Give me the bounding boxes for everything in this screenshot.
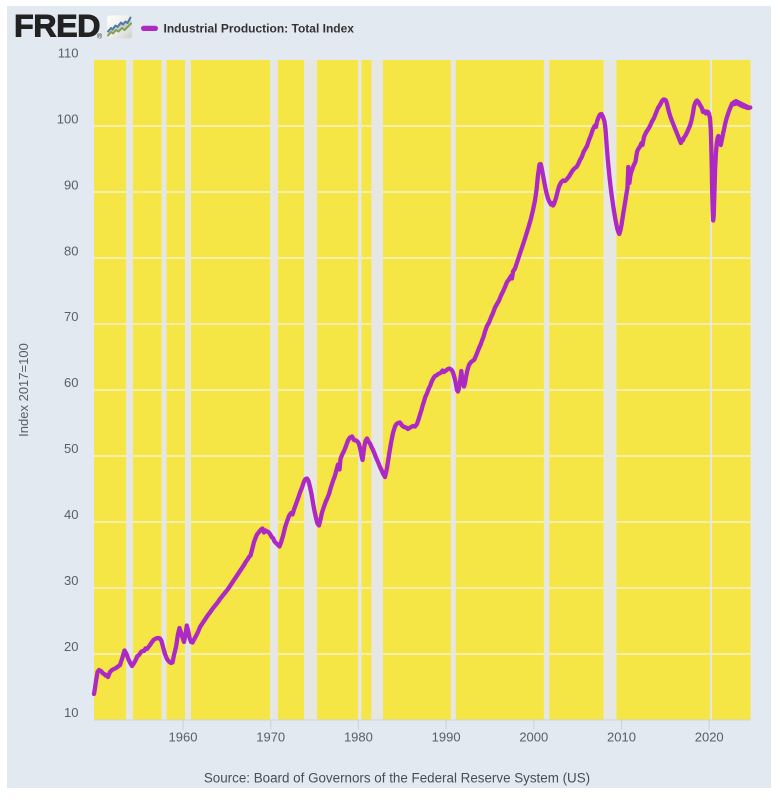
svg-text:30: 30 bbox=[64, 573, 78, 588]
svg-text:Source: Board of Governors of: Source: Board of Governors of the Federa… bbox=[204, 771, 590, 786]
svg-text:70: 70 bbox=[64, 309, 78, 324]
svg-text:80: 80 bbox=[64, 243, 78, 258]
svg-text:20: 20 bbox=[64, 639, 78, 654]
svg-text:2020: 2020 bbox=[695, 730, 724, 745]
svg-text:90: 90 bbox=[64, 177, 78, 192]
svg-text:Index 2017=100: Index 2017=100 bbox=[16, 343, 31, 437]
svg-text:60: 60 bbox=[64, 375, 78, 390]
svg-text:Industrial Production: Total I: Industrial Production: Total Index bbox=[164, 22, 355, 36]
svg-text:1960: 1960 bbox=[169, 730, 198, 745]
svg-text:1970: 1970 bbox=[256, 730, 285, 745]
svg-text:100: 100 bbox=[57, 111, 79, 126]
svg-text:2000: 2000 bbox=[519, 730, 548, 745]
svg-text:110: 110 bbox=[58, 45, 79, 60]
svg-text:FRED: FRED bbox=[14, 7, 100, 43]
svg-text:10: 10 bbox=[64, 705, 78, 720]
svg-text:®: ® bbox=[97, 33, 103, 41]
svg-text:50: 50 bbox=[64, 441, 78, 456]
svg-text:1990: 1990 bbox=[432, 730, 461, 745]
svg-text:40: 40 bbox=[64, 507, 78, 522]
svg-text:2010: 2010 bbox=[607, 730, 636, 745]
svg-text:1980: 1980 bbox=[344, 730, 373, 745]
